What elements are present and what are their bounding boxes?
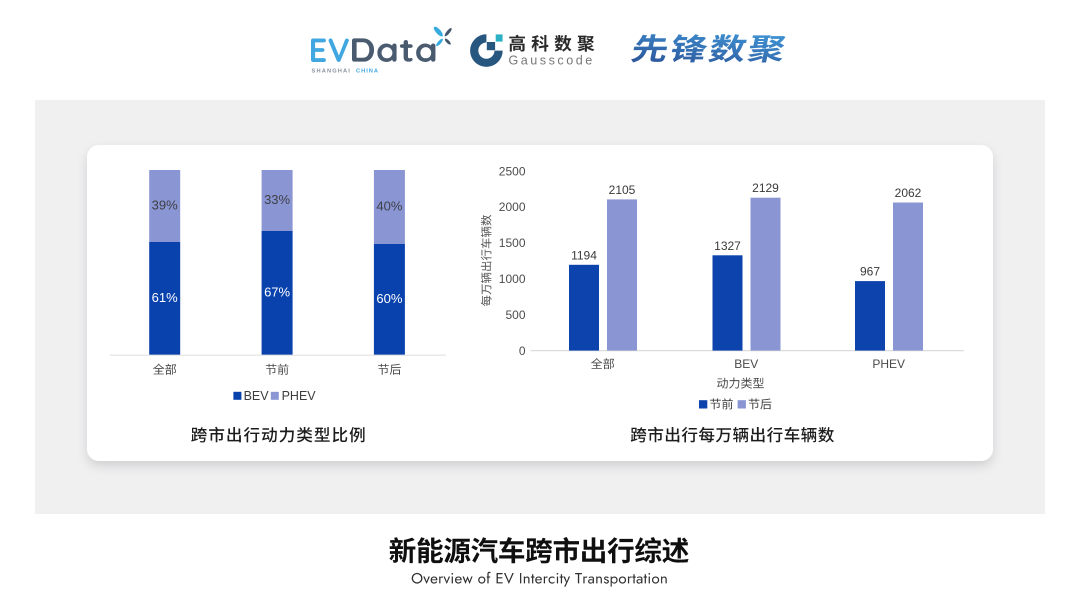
svg-text:61%: 61% [152, 290, 178, 305]
svg-text:2105: 2105 [609, 183, 636, 197]
svg-text:1000: 1000 [499, 272, 526, 286]
svg-text:2000: 2000 [499, 200, 526, 214]
svg-text:1327: 1327 [714, 239, 741, 253]
svg-text:Gausscode: Gausscode [509, 54, 595, 68]
svg-text:39%: 39% [152, 197, 178, 212]
svg-text:PHEV: PHEV [282, 389, 317, 403]
svg-text:33%: 33% [264, 192, 290, 207]
svg-text:CHINA: CHINA [356, 69, 379, 75]
svg-text:40%: 40% [376, 198, 402, 213]
svg-text:2500: 2500 [499, 164, 526, 178]
svg-text:BEV: BEV [244, 389, 270, 403]
svg-text:2062: 2062 [895, 186, 922, 200]
svg-text:1194: 1194 [571, 248, 597, 262]
svg-text:500: 500 [505, 308, 525, 322]
svg-text:PHEV: PHEV [872, 357, 905, 371]
svg-text:SHANGHAI: SHANGHAI [312, 69, 352, 75]
svg-text:1500: 1500 [499, 236, 526, 250]
svg-text:2129: 2129 [752, 181, 779, 195]
svg-text:967: 967 [860, 265, 880, 279]
svg-text:BEV: BEV [734, 357, 758, 371]
svg-text:67%: 67% [264, 285, 290, 300]
svg-text:60%: 60% [376, 291, 402, 306]
svg-text:0: 0 [519, 344, 526, 358]
